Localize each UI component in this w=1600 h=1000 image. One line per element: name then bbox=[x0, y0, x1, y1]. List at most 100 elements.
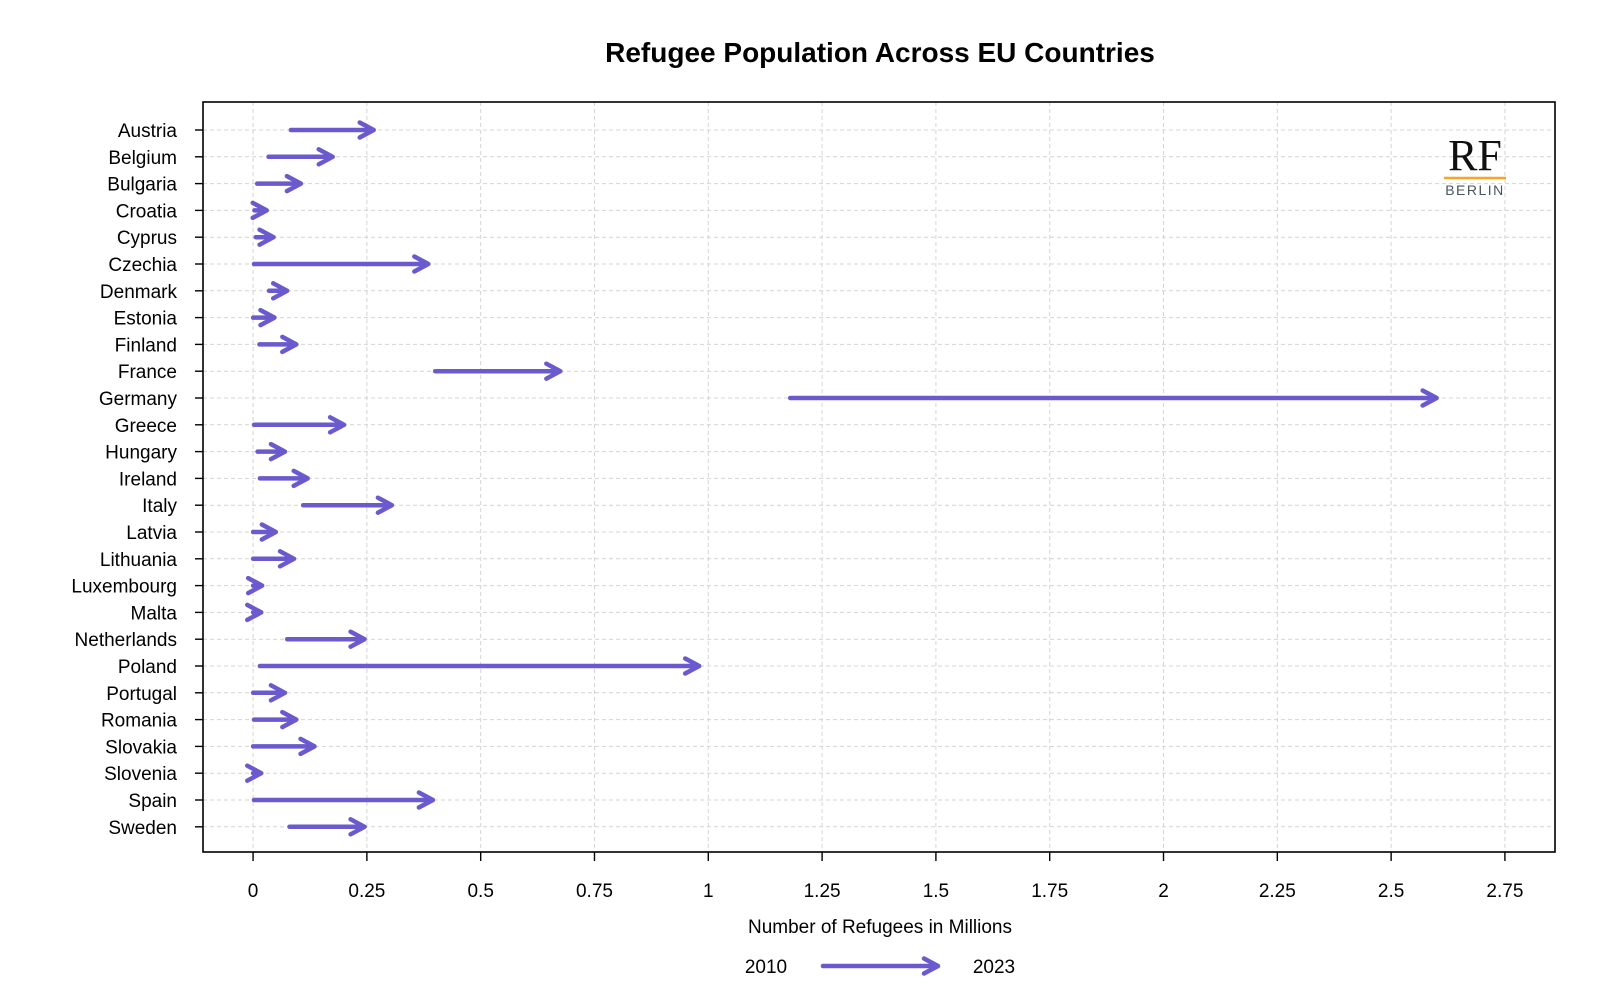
y-tick-label: Slovenia bbox=[104, 764, 177, 785]
y-tick-label: Malta bbox=[131, 603, 178, 624]
arrow-head bbox=[682, 656, 702, 676]
x-tick-label: 0.75 bbox=[576, 881, 613, 902]
arrow-latvia bbox=[250, 522, 279, 542]
arrow-croatia bbox=[250, 200, 269, 221]
arrow-head bbox=[268, 441, 288, 462]
y-tick-label: Austria bbox=[118, 121, 178, 142]
y-tick-label: Lithuania bbox=[100, 550, 178, 571]
y-tick-label: Luxembourg bbox=[71, 577, 177, 598]
x-tick-label: 2.75 bbox=[1486, 881, 1523, 902]
y-axis: Austria Belgium Bulgaria Croatia Cyprus Czech… bbox=[71, 121, 203, 839]
y-tick-label: Italy bbox=[142, 496, 177, 517]
arrow-series bbox=[245, 120, 1439, 837]
arrow-belgium bbox=[266, 147, 335, 167]
arrow-denmark bbox=[266, 281, 290, 301]
arrow-luxembourg bbox=[245, 575, 265, 596]
arrow-malta bbox=[245, 602, 264, 623]
x-tick-label: 1.25 bbox=[804, 881, 841, 902]
grid bbox=[203, 102, 1555, 852]
y-tick-label: Greece bbox=[115, 416, 177, 437]
arrow-romania bbox=[251, 709, 299, 730]
legend-arrow-head bbox=[921, 956, 941, 976]
legend: 2010 2023 bbox=[745, 956, 1015, 978]
y-tick-label: Belgium bbox=[108, 148, 177, 169]
y-tick-label: Portugal bbox=[106, 684, 177, 705]
arrow-head bbox=[257, 227, 276, 247]
y-tick-label: Bulgaria bbox=[107, 175, 177, 196]
arrow-estonia bbox=[250, 307, 277, 328]
y-tick-label: Denmark bbox=[100, 282, 178, 303]
arrow-spain bbox=[251, 790, 436, 810]
y-tick-label: Croatia bbox=[116, 201, 178, 222]
y-tick-label: Latvia bbox=[126, 523, 177, 544]
logo-rf-text: RF bbox=[1448, 131, 1502, 180]
arrow-head bbox=[280, 709, 299, 730]
x-tick-label: 2.25 bbox=[1259, 881, 1296, 902]
logo-berlin-text: BERLIN bbox=[1445, 182, 1505, 198]
arrow-head bbox=[348, 629, 367, 649]
arrow-poland bbox=[257, 656, 702, 676]
arrow-head bbox=[277, 549, 297, 569]
arrow-sweden bbox=[287, 817, 367, 837]
y-tick-label: Hungary bbox=[105, 443, 177, 464]
y-tick-label: Spain bbox=[128, 791, 177, 812]
arrow-head bbox=[250, 200, 269, 221]
x-tick-label: 0.5 bbox=[467, 881, 493, 902]
arrow-head bbox=[348, 817, 367, 837]
y-tick-label: Czechia bbox=[108, 255, 177, 276]
y-tick-label: Finland bbox=[115, 335, 177, 356]
arrow-slovakia bbox=[250, 736, 317, 757]
arrow-austria bbox=[288, 120, 376, 140]
x-tick-label: 2 bbox=[1158, 881, 1169, 902]
arrow-head bbox=[316, 147, 335, 167]
arrow-france bbox=[432, 361, 563, 381]
arrow-head bbox=[245, 602, 264, 623]
arrow-head bbox=[245, 575, 265, 596]
y-tick-label: Sweden bbox=[108, 818, 177, 839]
legend-start-label: 2010 bbox=[745, 957, 787, 978]
arrow-finland bbox=[257, 334, 299, 355]
arrow-head bbox=[298, 736, 317, 757]
x-tick-label: 2.5 bbox=[1378, 881, 1404, 902]
arrow-ireland bbox=[257, 468, 310, 489]
arrow-lithuania bbox=[250, 549, 297, 569]
y-tick-label: Poland bbox=[118, 657, 177, 678]
y-tick-label: Romania bbox=[101, 711, 177, 732]
arrow-portugal bbox=[250, 683, 288, 703]
x-tick-label: 1 bbox=[703, 881, 714, 902]
arrow-head bbox=[412, 254, 431, 274]
arrow-slovenia bbox=[245, 763, 264, 783]
arrow-netherlands bbox=[284, 629, 367, 649]
arrow-head bbox=[291, 468, 310, 489]
y-tick-label: Cyprus bbox=[117, 228, 177, 249]
arrow-head bbox=[544, 361, 563, 381]
y-tick-label: Netherlands bbox=[75, 630, 177, 651]
y-tick-label: Germany bbox=[99, 389, 178, 410]
x-tick-label: 1.75 bbox=[1031, 881, 1068, 902]
y-tick-label: Slovakia bbox=[105, 737, 177, 758]
y-tick-label: Estonia bbox=[114, 309, 178, 330]
arrow-head bbox=[280, 334, 299, 355]
arrow-head bbox=[416, 790, 436, 810]
arrow-head bbox=[284, 173, 304, 194]
arrow-head bbox=[258, 307, 277, 328]
arrow-head bbox=[327, 415, 347, 435]
arrow-head bbox=[270, 281, 290, 301]
arrow-czechia bbox=[251, 254, 431, 274]
arrow-greece bbox=[251, 415, 347, 435]
arrow-hungary bbox=[255, 441, 288, 462]
arrow-head bbox=[259, 522, 279, 542]
chart-title: Refugee Population Across EU Countries bbox=[605, 37, 1155, 68]
plot-frame bbox=[202, 101, 1556, 853]
y-tick-label: France bbox=[118, 362, 177, 383]
arrow-italy bbox=[300, 495, 395, 515]
legend-end-label: 2023 bbox=[973, 957, 1015, 978]
arrow-bulgaria bbox=[254, 173, 304, 194]
x-axis: 0 0.25 0.5 0.75 1 1.25 1.5 1.75 2 2.25 2.5 2.75 bbox=[248, 852, 1523, 902]
legend-arrow bbox=[820, 956, 941, 976]
rf-berlin-logo: RF BERLIN bbox=[1444, 131, 1506, 198]
arrow-cyprus bbox=[253, 227, 276, 247]
x-tick-label: 1.5 bbox=[923, 881, 949, 902]
arrow-head bbox=[375, 495, 395, 515]
